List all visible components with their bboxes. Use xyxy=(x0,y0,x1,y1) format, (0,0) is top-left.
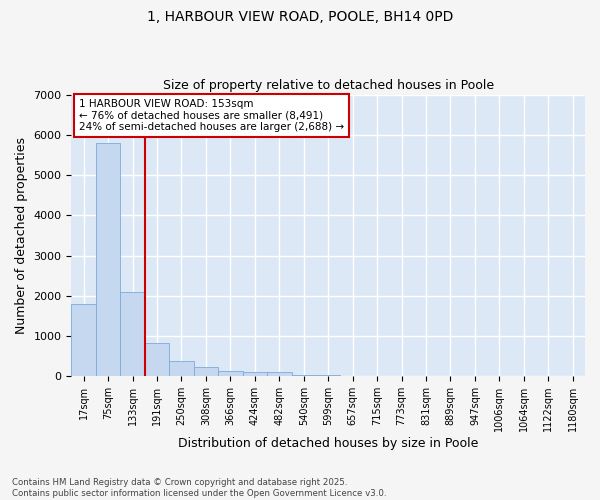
Bar xyxy=(121,292,145,376)
Bar xyxy=(194,366,218,376)
Y-axis label: Number of detached properties: Number of detached properties xyxy=(15,137,28,334)
Bar xyxy=(96,143,121,376)
Text: 1, HARBOUR VIEW ROAD, POOLE, BH14 0PD: 1, HARBOUR VIEW ROAD, POOLE, BH14 0PD xyxy=(147,10,453,24)
Text: Contains HM Land Registry data © Crown copyright and database right 2025.
Contai: Contains HM Land Registry data © Crown c… xyxy=(12,478,386,498)
Bar xyxy=(267,372,292,376)
Bar xyxy=(169,361,194,376)
Bar xyxy=(242,372,267,376)
Title: Size of property relative to detached houses in Poole: Size of property relative to detached ho… xyxy=(163,79,494,92)
Bar xyxy=(145,343,169,376)
Bar xyxy=(292,375,316,376)
Bar xyxy=(218,370,242,376)
X-axis label: Distribution of detached houses by size in Poole: Distribution of detached houses by size … xyxy=(178,437,478,450)
Text: 1 HARBOUR VIEW ROAD: 153sqm
← 76% of detached houses are smaller (8,491)
24% of : 1 HARBOUR VIEW ROAD: 153sqm ← 76% of det… xyxy=(79,99,344,132)
Bar xyxy=(71,304,96,376)
